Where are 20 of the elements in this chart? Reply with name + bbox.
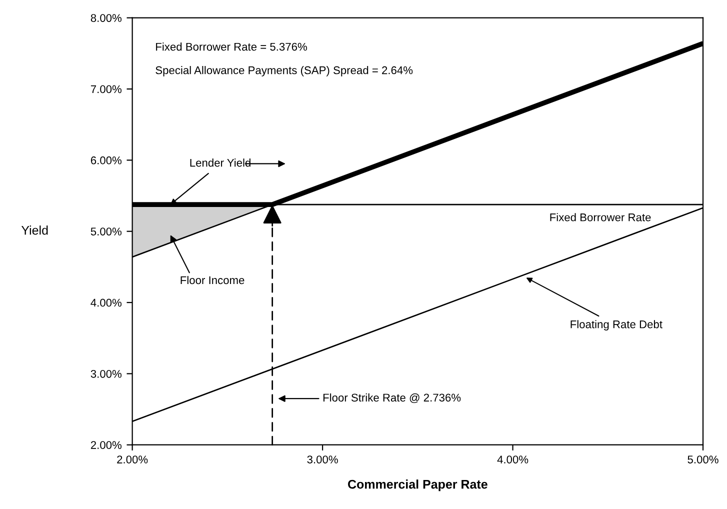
x-axis-title: Commercial Paper Rate <box>348 480 488 492</box>
annotation: Special Allowance Payments (SAP) Spread = 2.64% <box>156 66 413 76</box>
y-tick-label: 8.00% <box>90 14 122 22</box>
x-tick-label: 4.00% <box>497 456 528 464</box>
y-tick-label: 4.00% <box>90 298 122 307</box>
annotation: Lender Yield <box>190 158 250 167</box>
annotation: Fixed Borrower Rate = 5.376% <box>156 42 307 51</box>
x-tick-label: 5.00% <box>688 456 718 464</box>
series-label: Fixed Borrower Rate <box>550 213 651 222</box>
annotation: Floor Strike Rate @ 2.736% <box>323 393 461 404</box>
x-tick-label: 2.00% <box>117 456 148 464</box>
y-tick-label: 5.00% <box>90 228 122 236</box>
y-tick-label: 3.00% <box>90 370 122 378</box>
x-tick-label: 3.00% <box>307 456 338 464</box>
annotation: Floating Rate Debt <box>570 320 662 330</box>
y-tick-label: 6.00% <box>90 156 122 164</box>
y-tick-label: 2.00% <box>90 441 122 449</box>
y-tick-label: 7.00% <box>90 85 122 94</box>
y-axis-title: Yield <box>21 226 48 235</box>
annotation: Floor Income <box>180 276 244 284</box>
